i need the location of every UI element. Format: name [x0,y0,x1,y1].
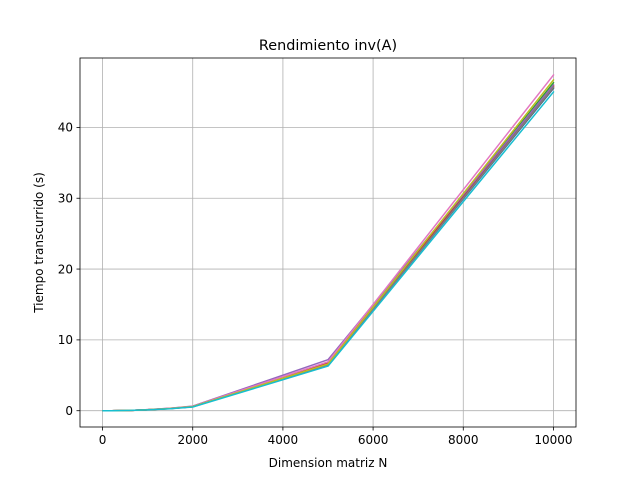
axis-ticks: 0 2000 4000 6000 8000 10000 0 10 20 30 40 [58,121,573,447]
plot-frame [79,57,577,428]
y-tick-label: 10 [58,333,73,347]
x-tick-label: 8000 [448,433,479,447]
series-group [102,73,555,412]
y-tick-label: 30 [58,192,73,206]
y-tick-label: 20 [58,262,73,276]
x-tick-label: 4000 [268,433,299,447]
grid [80,58,576,427]
x-axis-label: Dimension matriz N [269,456,388,470]
y-tick-label: 40 [58,121,73,135]
y-axis-label: Tiempo transcurrido (s) [32,172,46,314]
x-tick-label: 6000 [358,433,389,447]
x-tick-label: 10000 [534,433,572,447]
chart-title: Rendimiento inv(A) [259,38,397,54]
y-tick-label: 0 [65,404,73,418]
x-tick-label: 0 [99,433,107,447]
series-line-7 [102,73,555,412]
series-line-10 [102,90,555,412]
x-tick-label: 2000 [177,433,208,447]
